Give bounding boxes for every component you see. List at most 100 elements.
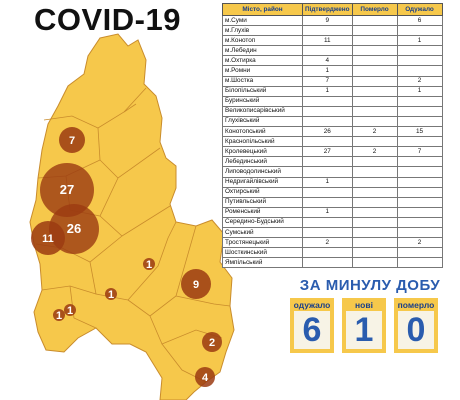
marker-label: 7	[69, 135, 75, 147]
table-row: Лебединський	[222, 156, 443, 168]
marker-label: 2	[209, 337, 215, 349]
row-name: Лебединський	[222, 156, 303, 168]
marker-label: 4	[202, 372, 209, 384]
row-died	[351, 226, 398, 239]
stat-value: 6	[294, 311, 330, 349]
marker-krolevets[interactable]: 27	[40, 163, 94, 217]
col-confirmed: Підтверджено	[302, 3, 353, 16]
stat-value: 0	[398, 311, 434, 349]
row-recovered	[396, 105, 443, 117]
row-confirmed	[302, 105, 353, 117]
row-died	[351, 115, 398, 128]
marker-romny[interactable]: 1	[143, 258, 155, 271]
row-recovered	[396, 196, 443, 208]
row-died	[351, 186, 398, 198]
row-died	[351, 95, 398, 107]
table-row: м.Лебедин	[222, 45, 443, 57]
row-recovered	[396, 216, 443, 228]
marker-shostka[interactable]: 7	[59, 127, 85, 153]
row-recovered	[396, 45, 443, 57]
table-row: Великописарівський	[222, 105, 443, 117]
marker-label: 26	[67, 221, 81, 236]
row-died	[351, 35, 398, 47]
table-row: Середино-Будський	[222, 216, 443, 228]
marker-sumy[interactable]: 9	[181, 269, 211, 299]
row-name: Охтирський	[222, 186, 303, 198]
row-name: м.Шостка	[222, 75, 303, 87]
oblast-outline	[29, 33, 235, 400]
col-recovered: Одужало	[396, 3, 443, 16]
row-confirmed: 11	[302, 35, 353, 47]
page-title: COVID-19	[34, 2, 181, 37]
table-row: Краснопільський	[222, 136, 443, 148]
table-row: Глухівський	[222, 115, 443, 128]
row-confirmed: 1	[302, 85, 353, 97]
row-confirmed: 1	[302, 176, 353, 188]
row-confirmed	[302, 226, 353, 239]
row-confirmed	[302, 156, 353, 168]
row-name: Путивльський	[222, 196, 303, 208]
row-recovered: 2	[396, 75, 443, 87]
row-name: м.Глухів	[222, 25, 303, 37]
row-recovered	[396, 25, 443, 37]
marker-konotop-city[interactable]: 11	[31, 221, 65, 255]
row-confirmed: 1	[302, 65, 353, 77]
row-name: м.Охтирка	[222, 55, 303, 67]
row-died	[351, 85, 398, 97]
table-body: м.Суми 9 6 м.Глухів м.Конотоп 11 1 м.Лебедин м.О…	[222, 14, 443, 269]
table-row: Охтирський	[222, 186, 443, 198]
marker-okhtyrka[interactable]: 4	[195, 367, 215, 387]
table-row: Тростянецький 2 2	[222, 237, 443, 249]
row-died	[351, 257, 398, 269]
marker-label: 1	[67, 305, 73, 317]
row-confirmed	[302, 115, 353, 128]
row-died	[351, 65, 398, 77]
row-recovered	[396, 136, 443, 148]
marker-nedryhailiv[interactable]: 1	[105, 288, 117, 301]
table-row: м.Конотоп 11 1	[222, 35, 443, 47]
row-died	[351, 156, 398, 168]
marker-label: 1	[108, 289, 114, 301]
row-recovered	[396, 55, 443, 67]
row-recovered	[396, 206, 443, 218]
district-borders	[35, 87, 231, 383]
region-map: 7 27 26 11 1 1 9 1 1 2 4	[29, 33, 235, 400]
cases-table: Місто, район Підтверджено Померло Одужал…	[222, 3, 443, 269]
marker-southwest-a[interactable]: 1	[53, 309, 65, 322]
row-confirmed: 7	[302, 75, 353, 87]
table-row: Буринський	[222, 95, 443, 107]
row-recovered	[396, 156, 443, 168]
table-row: м.Ромни 1	[222, 65, 443, 77]
row-name: Конотопський	[222, 126, 303, 138]
row-name: Тростянецький	[222, 237, 303, 249]
marker-label: 1	[56, 310, 62, 322]
marker-trostianets[interactable]: 2	[202, 332, 222, 352]
row-recovered	[396, 65, 443, 77]
row-died	[351, 206, 398, 218]
row-died	[351, 166, 398, 178]
row-recovered: 1	[396, 85, 443, 97]
row-died	[351, 75, 398, 87]
row-confirmed	[302, 196, 353, 208]
table-row: Шосткинський	[222, 247, 443, 259]
marker-southwest-b[interactable]: 1	[64, 304, 76, 317]
table-row: м.Шостка 7 2	[222, 75, 443, 87]
table-row: Недригайлівський 1	[222, 176, 443, 188]
row-recovered: 6	[396, 14, 443, 27]
row-recovered	[396, 176, 443, 188]
row-name: Недригайлівський	[222, 176, 303, 188]
row-name: Кролевецький	[222, 146, 303, 158]
row-confirmed: 9	[302, 14, 353, 27]
row-confirmed	[302, 95, 353, 107]
table-row: м.Охтирка 4	[222, 55, 443, 67]
row-name: Роменський	[222, 206, 303, 218]
row-confirmed: 27	[302, 146, 353, 158]
row-name: Шосткинський	[222, 247, 303, 259]
row-name: м.Конотоп	[222, 35, 303, 47]
marker-label: 9	[193, 279, 199, 291]
row-died	[351, 176, 398, 188]
marker-label: 1	[146, 259, 152, 271]
row-recovered	[396, 115, 443, 128]
row-confirmed: 1	[302, 206, 353, 218]
row-confirmed	[302, 247, 353, 259]
